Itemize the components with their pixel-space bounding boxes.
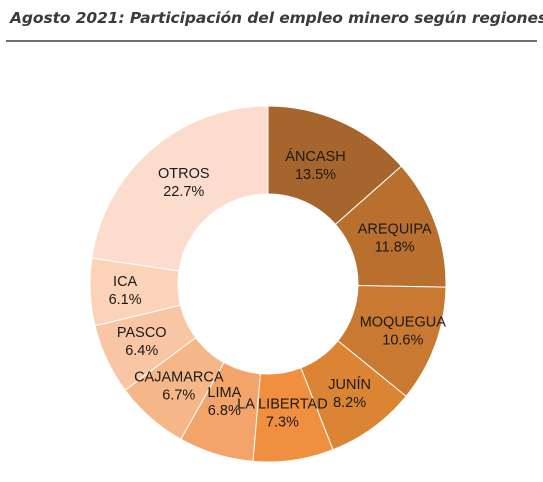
value-label-arequipa: 11.8% <box>375 239 415 255</box>
value-label-la-libertad: 7.3% <box>266 415 299 431</box>
title-bar: Agosto 2021: Participación del empleo mi… <box>0 0 543 44</box>
value-label-cajamarca: 6.7% <box>162 387 195 403</box>
value-label-pasco: 6.4% <box>125 343 158 359</box>
label-cajamarca: CAJAMARCA <box>134 369 224 385</box>
value-label-junin: 8.2% <box>333 395 366 411</box>
value-label-otros: 22.7% <box>163 184 204 200</box>
label-arequipa: AREQUIPA <box>358 221 432 237</box>
title-divider <box>6 40 537 42</box>
label-ancash: ÁNCASH <box>285 148 345 165</box>
label-la-libertad: LA LIBERTAD <box>237 397 328 413</box>
slice-otros <box>91 105 269 272</box>
label-ica: ICA <box>113 274 138 290</box>
label-junin: JUNÍN <box>328 376 371 393</box>
label-otros: OTROS <box>158 166 210 182</box>
value-label-ancash: 13.5% <box>295 167 336 183</box>
value-label-ica: 6.1% <box>109 292 142 308</box>
value-label-lima: 6.8% <box>208 403 241 419</box>
value-label-moquegua: 10.6% <box>382 332 423 348</box>
label-pasco: PASCO <box>117 325 167 341</box>
label-lima: LIMA <box>207 385 241 401</box>
label-moquegua: MOQUEGUA <box>360 314 447 330</box>
chart-title: Agosto 2021: Participación del empleo mi… <box>10 9 543 27</box>
